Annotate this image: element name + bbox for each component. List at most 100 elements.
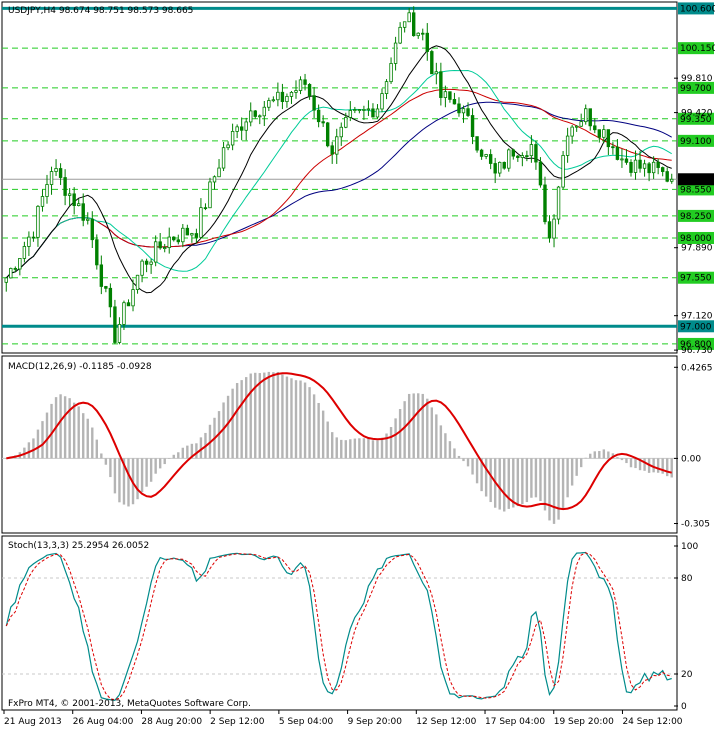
macd-bar <box>385 433 388 459</box>
macd-bar <box>235 383 239 459</box>
candle-body <box>629 161 633 173</box>
candle-body <box>484 154 488 157</box>
macd-bar <box>593 451 596 459</box>
macd-bar <box>412 393 415 459</box>
candle-body <box>289 91 294 97</box>
candle-body <box>389 63 393 83</box>
candle-body <box>502 161 506 169</box>
candle-body <box>158 241 162 249</box>
macd-bar <box>584 457 587 459</box>
time-label: 17 Sep 04:00 <box>485 717 545 727</box>
stoch-title: Stoch(13,3,3) 25.2954 26.0052 <box>8 541 149 551</box>
candles <box>4 6 674 345</box>
candle-body <box>434 71 439 75</box>
level-label: 98.550 <box>680 185 712 195</box>
macd-bar <box>222 402 225 459</box>
candle-body <box>190 233 194 236</box>
macd-bar <box>82 413 85 459</box>
level-tag <box>678 2 714 15</box>
level-tag <box>678 209 714 222</box>
ohlc-values: 98.674 98.751 98.573 98.665 <box>59 6 194 16</box>
candle-body <box>461 108 466 114</box>
macd-bar <box>290 378 293 459</box>
candle-body <box>95 239 99 266</box>
stoch-tick-label: 20 <box>681 670 693 680</box>
macd-bar <box>149 458 153 482</box>
candle-body <box>534 144 538 163</box>
macd-bar <box>403 401 406 459</box>
stoch-signal-line <box>5 552 672 701</box>
macd-bar <box>552 458 556 524</box>
candle-body <box>230 131 235 146</box>
macd-bar <box>661 458 664 474</box>
copyright: FxPro MT4, © 2001-2013, MetaQuotes Softw… <box>8 699 251 709</box>
macd-tick-label: 0.00 <box>681 454 701 464</box>
candle-body <box>574 125 579 128</box>
candle-body <box>430 51 434 75</box>
candle-body <box>99 264 104 287</box>
macd-bar <box>466 458 470 467</box>
candle-body <box>348 110 353 118</box>
time-label: 9 Sep 20:00 <box>348 717 403 727</box>
macd-bar <box>480 458 483 492</box>
candle-body <box>638 159 642 169</box>
macd-bar <box>263 372 266 459</box>
candle-body <box>108 287 113 308</box>
macd-bar <box>177 452 180 459</box>
candle-body <box>570 126 574 137</box>
macd-bar <box>421 393 424 459</box>
macd-bar <box>453 448 456 459</box>
candle-body <box>357 109 362 111</box>
macd-bar <box>331 432 334 459</box>
candle-body <box>466 108 470 116</box>
candle-body <box>448 91 452 100</box>
candle-body <box>479 149 484 157</box>
candle-body <box>457 103 461 114</box>
level-tag <box>678 183 714 196</box>
candle-body <box>221 147 226 169</box>
level-tag <box>678 134 714 147</box>
candle-body <box>176 239 180 243</box>
candle-body <box>615 146 620 160</box>
candle-body <box>117 324 122 343</box>
candle-body <box>393 42 398 64</box>
macd-bar <box>634 458 637 469</box>
level-label: 97.550 <box>680 274 712 284</box>
macd-bar <box>507 458 510 509</box>
candle-body <box>511 149 515 157</box>
candle-body <box>529 144 534 157</box>
price-tick-label: 99.420 <box>681 109 713 119</box>
macd-bar <box>629 458 633 468</box>
macd-bar <box>190 443 194 459</box>
level-tag <box>678 112 714 125</box>
candle-body <box>624 158 629 163</box>
macd-bar <box>272 372 275 459</box>
macd-bar <box>231 388 234 459</box>
macd-bar <box>244 377 248 459</box>
candle-body <box>602 129 606 138</box>
macd-bar <box>36 429 40 459</box>
macd-signal-line <box>6 372 672 511</box>
macd-bar <box>195 443 198 459</box>
level-tag <box>678 337 714 350</box>
macd-bar <box>367 438 370 459</box>
macd-bar <box>303 382 307 459</box>
macd-bar <box>670 458 673 478</box>
candle-body <box>208 181 212 209</box>
macd-bar <box>521 458 524 505</box>
macd-title: MACD(12,26,9) -0.1185 -0.0928 <box>8 362 152 372</box>
macd-tick-label: -0.305 <box>681 520 710 530</box>
candle-body <box>660 167 665 172</box>
macd-bar <box>281 374 284 459</box>
macd-bar <box>59 394 62 459</box>
macd-bar <box>118 458 121 503</box>
macd-histogram <box>2 371 677 524</box>
macd-bar <box>113 458 117 494</box>
candle-body <box>366 108 371 111</box>
candle-body <box>475 136 479 151</box>
candle-body <box>22 246 27 259</box>
candle-body <box>525 155 529 158</box>
macd-bar <box>439 425 443 459</box>
time-label: 24 Sep 12:00 <box>622 717 682 727</box>
